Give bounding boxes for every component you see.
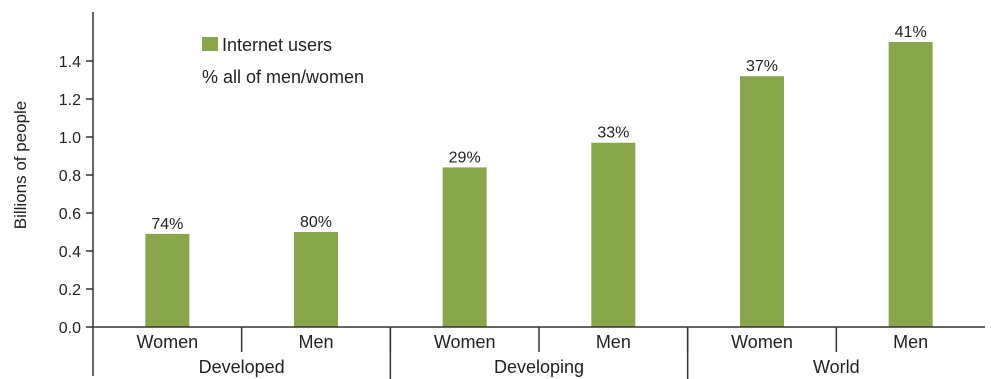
bar (888, 42, 933, 327)
bar-value-label: 33% (597, 125, 629, 142)
y-axis-label: Billions of people (11, 101, 30, 230)
bar-value-label: 74% (151, 216, 183, 233)
y-axis: 0.0 0.2 0.4 0.6 0.8 1.0 1.2 1.4 (59, 12, 94, 376)
legend: Internet users % all of men/women (202, 35, 364, 87)
legend-swatch (202, 37, 218, 51)
x-category-label: Women (731, 332, 793, 352)
x-category-label: Women (136, 332, 198, 352)
y-tick-label: 1.4 (59, 54, 81, 71)
bar-value-label: 80% (300, 214, 332, 231)
bar-value-label: 29% (449, 149, 481, 166)
x-axis: Women Men Women Men Women Men Developed Develop… (93, 326, 985, 379)
legend-label: Internet users (222, 35, 332, 55)
x-group-label: World (813, 357, 860, 377)
bar (442, 167, 487, 327)
bar-value-label: 41% (895, 24, 927, 41)
x-group-label: Developing (494, 357, 584, 377)
bar-value-label: 37% (746, 58, 778, 75)
y-tick-label: 1.2 (59, 92, 81, 109)
x-category-label: Men (298, 332, 333, 352)
bars: 74% 80% 29% 33% 37% 41% (145, 24, 933, 327)
y-tick-label: 1.0 (59, 130, 81, 147)
legend-note: % all of men/women (202, 67, 364, 87)
y-tick-label: 0.2 (59, 282, 81, 299)
y-tick-label: 0.8 (59, 168, 81, 185)
bar (294, 232, 338, 327)
x-category-label: Men (596, 332, 631, 352)
x-category-label: Men (893, 332, 928, 352)
x-category-label: Women (434, 332, 496, 352)
y-tick-label: 0.0 (59, 320, 81, 337)
x-group-label: Developed (199, 357, 285, 377)
y-tick-label: 0.6 (59, 206, 81, 223)
y-tick-label: 0.4 (59, 244, 81, 261)
bar (145, 233, 190, 327)
bar (591, 142, 636, 327)
bar (740, 76, 784, 327)
